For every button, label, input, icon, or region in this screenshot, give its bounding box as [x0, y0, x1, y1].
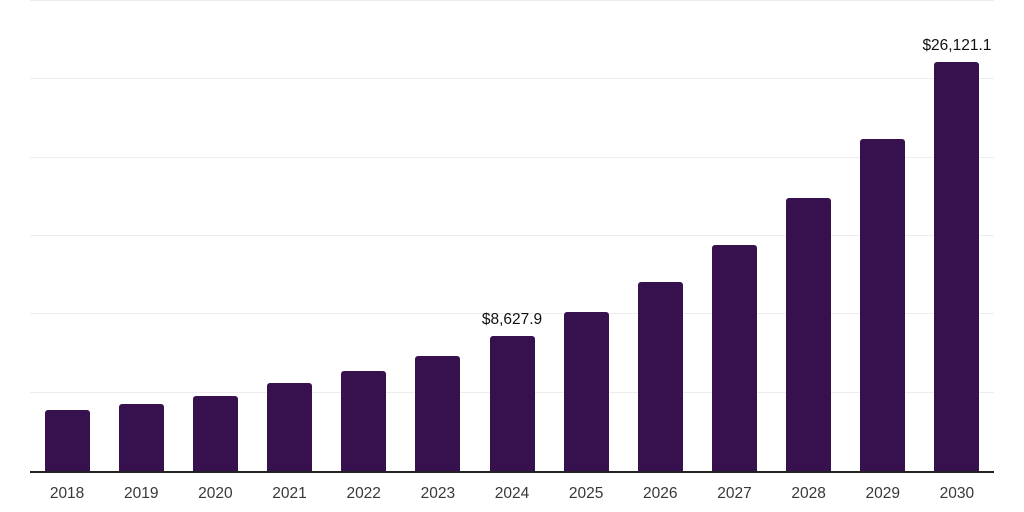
bar-2026[interactable]: [637, 281, 683, 471]
gridline-10000: [30, 313, 994, 315]
bar-2028[interactable]: [786, 198, 832, 471]
x-tick-2030: 2030: [939, 485, 975, 502]
x-tick-2026: 2026: [643, 485, 678, 502]
x-tick-2018: 2018: [49, 485, 85, 502]
gridline-15000: [30, 235, 994, 236]
bar-2023[interactable]: [415, 355, 461, 471]
x-tick-2029: 2029: [865, 485, 901, 502]
bar-2030[interactable]: [934, 61, 980, 471]
x-axis-labels: 2018 2019 2020 2021 2022 2023 2024 2025 2026 2027…: [30, 473, 994, 512]
bar-2019[interactable]: [118, 404, 164, 471]
bar-2024[interactable]: [489, 335, 535, 471]
bar-2029[interactable]: [860, 138, 906, 471]
bar-2020[interactable]: [192, 395, 238, 471]
gridline-20000: [30, 156, 994, 158]
gridline-30000: [30, 0, 994, 1]
bar-chart: $8,627.9 $26,121.1 2018 2019 2020 2021 2022 20…: [30, 0, 994, 512]
x-tick-2021: 2021: [272, 485, 307, 502]
bar-2025[interactable]: [563, 312, 609, 471]
bar-2021[interactable]: [267, 383, 313, 471]
x-tick-2028: 2028: [791, 485, 826, 502]
bar-2018[interactable]: [44, 410, 90, 471]
x-tick-2022: 2022: [346, 485, 381, 502]
x-tick-2023: 2023: [420, 485, 456, 502]
bar-2027[interactable]: [711, 245, 757, 471]
data-label-2024: $8,627.9: [481, 311, 543, 329]
x-tick-2025: 2025: [568, 485, 604, 502]
x-tick-2019: 2019: [123, 485, 159, 502]
gridline-25000: [30, 78, 994, 80]
x-axis-line: [30, 471, 994, 473]
x-tick-2024: 2024: [494, 485, 530, 502]
bar-2022[interactable]: [341, 370, 387, 471]
x-tick-2020: 2020: [198, 485, 233, 502]
data-label-2030: $26,121.1: [922, 37, 992, 55]
x-tick-2027: 2027: [717, 485, 752, 502]
plot-area: $8,627.9 $26,121.1: [30, 0, 994, 471]
